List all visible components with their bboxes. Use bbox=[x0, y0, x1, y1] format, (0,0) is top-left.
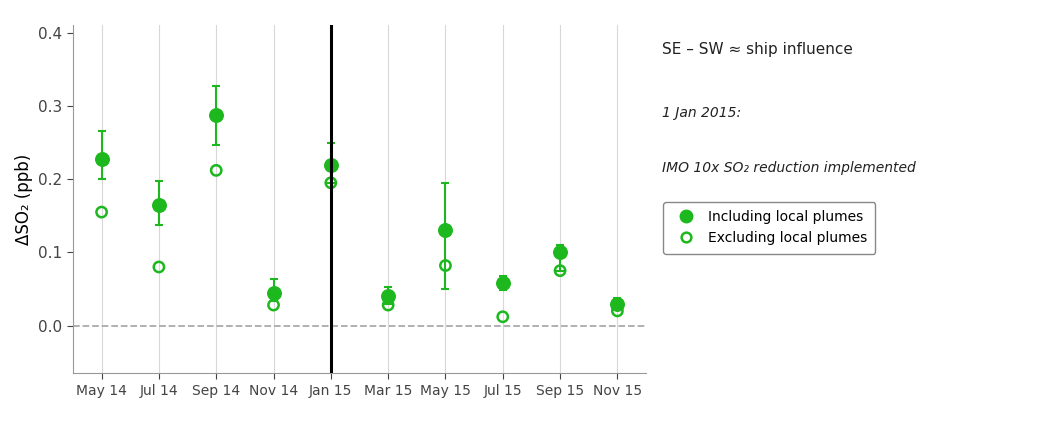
Point bbox=[151, 201, 168, 208]
Point bbox=[438, 227, 454, 234]
Point bbox=[609, 300, 625, 307]
Point bbox=[552, 249, 569, 256]
Point bbox=[552, 267, 569, 274]
Point bbox=[94, 209, 110, 215]
Point bbox=[609, 307, 625, 314]
Point bbox=[323, 179, 340, 186]
Point bbox=[208, 167, 225, 174]
Point bbox=[151, 264, 168, 271]
Point bbox=[265, 289, 281, 296]
Y-axis label: ΔSO₂ (ppb): ΔSO₂ (ppb) bbox=[15, 153, 32, 245]
Legend: Including local plumes, Excluding local plumes: Including local plumes, Excluding local … bbox=[664, 202, 875, 254]
Point bbox=[265, 301, 281, 308]
Point bbox=[495, 280, 512, 287]
Text: 1 Jan 2015:: 1 Jan 2015: bbox=[662, 106, 741, 120]
Point bbox=[379, 301, 396, 308]
Point bbox=[438, 262, 454, 269]
Point bbox=[323, 161, 340, 168]
Point bbox=[94, 155, 110, 162]
Point bbox=[208, 112, 225, 119]
Text: IMO 10x SO₂ reduction implemented: IMO 10x SO₂ reduction implemented bbox=[662, 161, 916, 175]
Point bbox=[495, 313, 512, 320]
Text: SE – SW ≈ ship influence: SE – SW ≈ ship influence bbox=[662, 42, 852, 57]
Point bbox=[379, 293, 396, 300]
